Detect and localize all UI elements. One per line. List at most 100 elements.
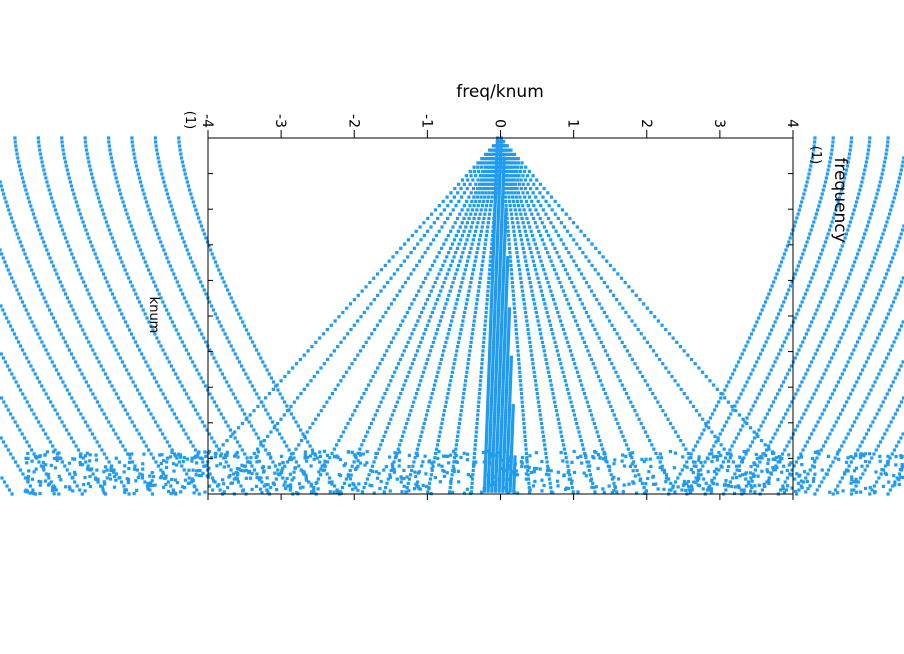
data-point — [679, 439, 683, 443]
data-point — [849, 392, 853, 396]
data-point — [496, 213, 500, 217]
data-point — [37, 479, 41, 483]
data-point — [843, 328, 847, 332]
data-point — [436, 370, 440, 374]
data-point — [189, 400, 193, 404]
data-point — [503, 191, 507, 195]
data-point — [766, 336, 770, 340]
data-point — [52, 364, 56, 368]
data-point — [390, 413, 395, 417]
data-point — [275, 428, 279, 432]
data-point — [582, 276, 586, 280]
data-point — [489, 204, 493, 208]
data-point — [501, 181, 505, 186]
data-point — [508, 389, 512, 394]
data-point — [14, 228, 18, 232]
data-point — [514, 332, 519, 336]
data-point — [856, 448, 860, 452]
data-point — [826, 168, 830, 172]
data-point — [138, 180, 143, 184]
data-point — [506, 174, 510, 178]
data-point — [501, 372, 506, 376]
data-point — [168, 404, 172, 408]
data-point — [815, 456, 819, 460]
data-point — [345, 306, 349, 310]
data-point — [377, 404, 381, 409]
data-point — [520, 400, 524, 404]
data-point — [757, 356, 761, 360]
data-point — [370, 464, 374, 468]
data-point — [510, 280, 514, 285]
data-point — [119, 400, 123, 404]
data-point — [448, 383, 452, 387]
data-point — [127, 460, 132, 464]
data-point — [492, 327, 496, 331]
data-point — [75, 316, 79, 320]
data-point — [765, 468, 769, 472]
data-point — [734, 409, 738, 413]
data-point — [716, 436, 720, 440]
data-point — [441, 417, 445, 421]
data-point — [445, 396, 449, 400]
data-point — [622, 483, 626, 487]
data-point — [474, 460, 478, 464]
data-point — [483, 246, 487, 250]
data-point — [487, 458, 491, 462]
data-point — [130, 140, 134, 144]
data-point — [78, 452, 83, 456]
data-point — [539, 421, 544, 426]
data-point — [545, 362, 549, 366]
data-point — [757, 316, 761, 320]
data-point — [499, 139, 503, 143]
data-point — [447, 268, 451, 272]
data-point — [489, 454, 493, 458]
data-point — [130, 460, 135, 464]
data-point — [493, 409, 497, 414]
data-point — [670, 374, 674, 379]
data-point — [427, 319, 431, 323]
data-point — [559, 430, 563, 434]
data-point — [94, 453, 98, 457]
data-point — [512, 475, 516, 479]
data-point — [808, 364, 812, 368]
data-point — [860, 440, 864, 444]
data-point — [409, 251, 413, 255]
data-point — [722, 447, 726, 451]
data-point — [863, 168, 867, 172]
data-point — [836, 450, 840, 454]
data-point — [775, 428, 779, 432]
data-point — [540, 426, 544, 430]
data-point — [488, 268, 492, 272]
data-point — [576, 293, 580, 297]
data-point — [491, 358, 495, 362]
data-point — [95, 256, 99, 260]
data-point — [738, 474, 742, 478]
data-point — [65, 296, 70, 300]
data-point — [429, 225, 433, 229]
data-point — [205, 428, 209, 432]
data-point — [560, 208, 565, 212]
data-point — [493, 196, 497, 200]
data-point — [644, 482, 648, 486]
data-point — [847, 464, 851, 468]
data-point — [282, 483, 286, 487]
data-point — [389, 417, 393, 421]
data-point — [198, 416, 202, 420]
data-point — [237, 360, 242, 364]
data-point — [535, 392, 539, 396]
data-point — [389, 302, 394, 306]
data-point — [815, 308, 819, 312]
data-point — [246, 332, 251, 336]
data-point — [899, 364, 903, 368]
data-point — [327, 476, 332, 480]
data-point — [55, 412, 60, 416]
data-point — [805, 440, 809, 444]
data-point — [834, 208, 838, 212]
data-point — [311, 421, 315, 426]
data-point — [719, 443, 723, 447]
data-point — [577, 374, 581, 379]
data-point — [187, 252, 191, 256]
data-point — [668, 488, 672, 492]
data-point — [112, 468, 116, 472]
data-point — [785, 292, 789, 296]
